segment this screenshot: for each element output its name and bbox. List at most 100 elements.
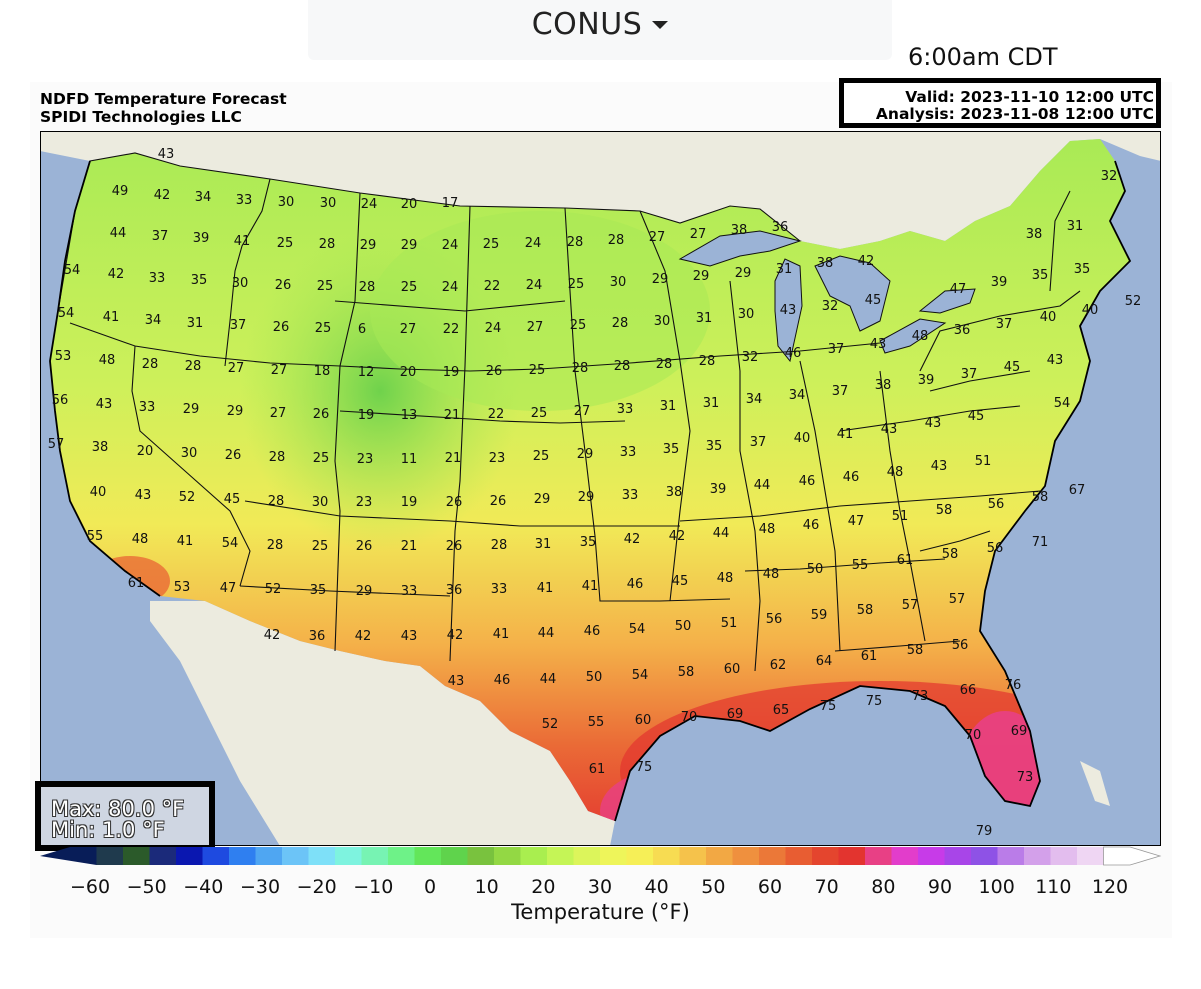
colorbar-swatch — [176, 847, 203, 865]
temp-point-label: 69 — [727, 707, 744, 722]
temp-point-label: 43 — [780, 303, 797, 318]
local-time-label: 6:00am CDT — [908, 43, 1058, 71]
colorbar-tick-label: 50 — [701, 876, 725, 895]
temp-point-label: 45 — [968, 409, 985, 424]
temp-point-label: 43 — [881, 422, 898, 437]
temp-point-label: 30 — [232, 276, 249, 291]
temp-point-label: 61 — [897, 553, 914, 568]
temp-point-label: 30 — [312, 495, 329, 510]
temp-point-label: 35 — [191, 273, 208, 288]
temp-point-label: 28 — [269, 450, 286, 465]
temp-point-label: 40 — [1082, 303, 1099, 318]
temp-point-label: 33 — [491, 582, 508, 597]
temp-point-label: 28 — [567, 235, 584, 250]
temp-point-label: 43 — [158, 147, 175, 162]
temp-point-label: 65 — [773, 703, 790, 718]
temp-point-label: 29 — [183, 402, 200, 417]
temp-point-label: 61 — [861, 649, 878, 664]
temp-point-label: 43 — [925, 416, 942, 431]
temp-point-label: 46 — [584, 624, 601, 639]
colorbar-swatch — [944, 847, 972, 865]
temp-point-label: 26 — [446, 495, 463, 510]
temp-point-label: 46 — [843, 470, 860, 485]
temp-point-label: 54 — [632, 668, 649, 683]
colorbar-low-extend — [40, 847, 97, 865]
temp-point-label: 21 — [445, 451, 462, 466]
temp-point-label: 32 — [1101, 169, 1118, 184]
temp-point-label: 19 — [358, 408, 375, 423]
colorbar-tick-label: −10 — [353, 876, 393, 895]
temp-point-label: 33 — [149, 271, 166, 286]
temp-point-label: 48 — [912, 329, 929, 344]
colorbar-tick-label: 60 — [758, 876, 782, 895]
temp-point-label: 26 — [313, 407, 330, 422]
temp-point-label: 44 — [754, 478, 771, 493]
temp-point-label: 50 — [586, 670, 603, 685]
temp-point-label: 48 — [99, 353, 116, 368]
colorbar-swatch — [388, 847, 415, 865]
colorbar-swatch — [149, 847, 177, 865]
colorbar-tick-label: −30 — [240, 876, 280, 895]
temp-point-label: 28 — [608, 233, 625, 248]
valid-time-text: Valid: 2023-11-10 12:00 UTC — [905, 88, 1154, 106]
temp-point-label: 31 — [1067, 219, 1084, 234]
colorbar-swatch — [467, 847, 495, 865]
temp-point-label: 46 — [803, 518, 820, 533]
temp-point-label: 45 — [865, 293, 882, 308]
temp-point-label: 46 — [799, 474, 816, 489]
temp-point-label: 36 — [309, 629, 326, 644]
temp-point-label: 43 — [931, 459, 948, 474]
temp-point-label: 24 — [361, 197, 378, 212]
temp-point-label: 43 — [401, 629, 418, 644]
temp-point-label: 37 — [832, 384, 849, 399]
temp-point-label: 53 — [55, 349, 72, 364]
temp-point-label: 25 — [568, 277, 585, 292]
temp-point-label: 57 — [949, 592, 966, 607]
temp-point-label: 24 — [485, 321, 502, 336]
min-temp-label: Min: 1.0 °F — [51, 818, 165, 842]
temp-point-label: 27 — [527, 320, 544, 335]
temp-point-label: 29 — [356, 584, 373, 599]
temp-point-label: 75 — [866, 694, 883, 709]
temp-point-label: 34 — [195, 190, 212, 205]
colorbar-swatch — [918, 847, 945, 865]
temp-point-label: 27 — [574, 404, 591, 419]
temp-point-label: 39 — [193, 231, 210, 246]
canada-landmass — [40, 131, 1161, 249]
temp-point-label: 29 — [578, 490, 595, 505]
temp-point-label: 52 — [265, 582, 282, 597]
temp-point-label: 22 — [484, 279, 501, 294]
temp-point-label: 48 — [763, 567, 780, 582]
temp-point-label: 54 — [629, 622, 646, 637]
temp-point-label: 30 — [738, 307, 755, 322]
temp-point-label: 56 — [766, 612, 783, 627]
temp-point-label: 28 — [612, 316, 629, 331]
temp-point-label: 41 — [493, 627, 510, 642]
temp-point-label: 44 — [110, 226, 127, 241]
temp-point-label: 76 — [1005, 678, 1022, 693]
temp-point-label: 35 — [580, 535, 597, 550]
temp-point-label: 28 — [614, 359, 631, 374]
temp-point-label: 73 — [1017, 770, 1034, 785]
temp-point-label: 43 — [870, 337, 887, 352]
colorbar-tick-label: 120 — [1092, 876, 1128, 895]
temp-point-label: 28 — [185, 359, 202, 374]
temp-point-label: 28 — [267, 538, 284, 553]
temp-point-label: 25 — [317, 279, 334, 294]
temp-point-label: 38 — [731, 223, 748, 238]
temp-point-label: 34 — [789, 388, 806, 403]
colorbar-tick-label: 90 — [928, 876, 952, 895]
colorbar-swatch — [812, 847, 839, 865]
temp-point-label: 17 — [442, 196, 459, 211]
temp-point-label: 22 — [443, 322, 460, 337]
temperature-map[interactable]: 43 49 42 34 33 30 30 24 20 17 44 37 39 41 25 28 29 29 24 25… — [40, 131, 1161, 846]
temp-point-label: 57 — [48, 437, 65, 452]
temp-point-label: 70 — [965, 728, 982, 743]
region-dropdown[interactable]: CONUS — [308, 0, 892, 48]
temp-point-label: 26 — [273, 320, 290, 335]
temp-point-label: 23 — [357, 452, 374, 467]
colorbar-tick-label: 0 — [424, 876, 436, 895]
temp-point-label: 31 — [187, 316, 204, 331]
temp-point-label: 26 — [490, 494, 507, 509]
colorbar-swatch — [1050, 847, 1078, 865]
